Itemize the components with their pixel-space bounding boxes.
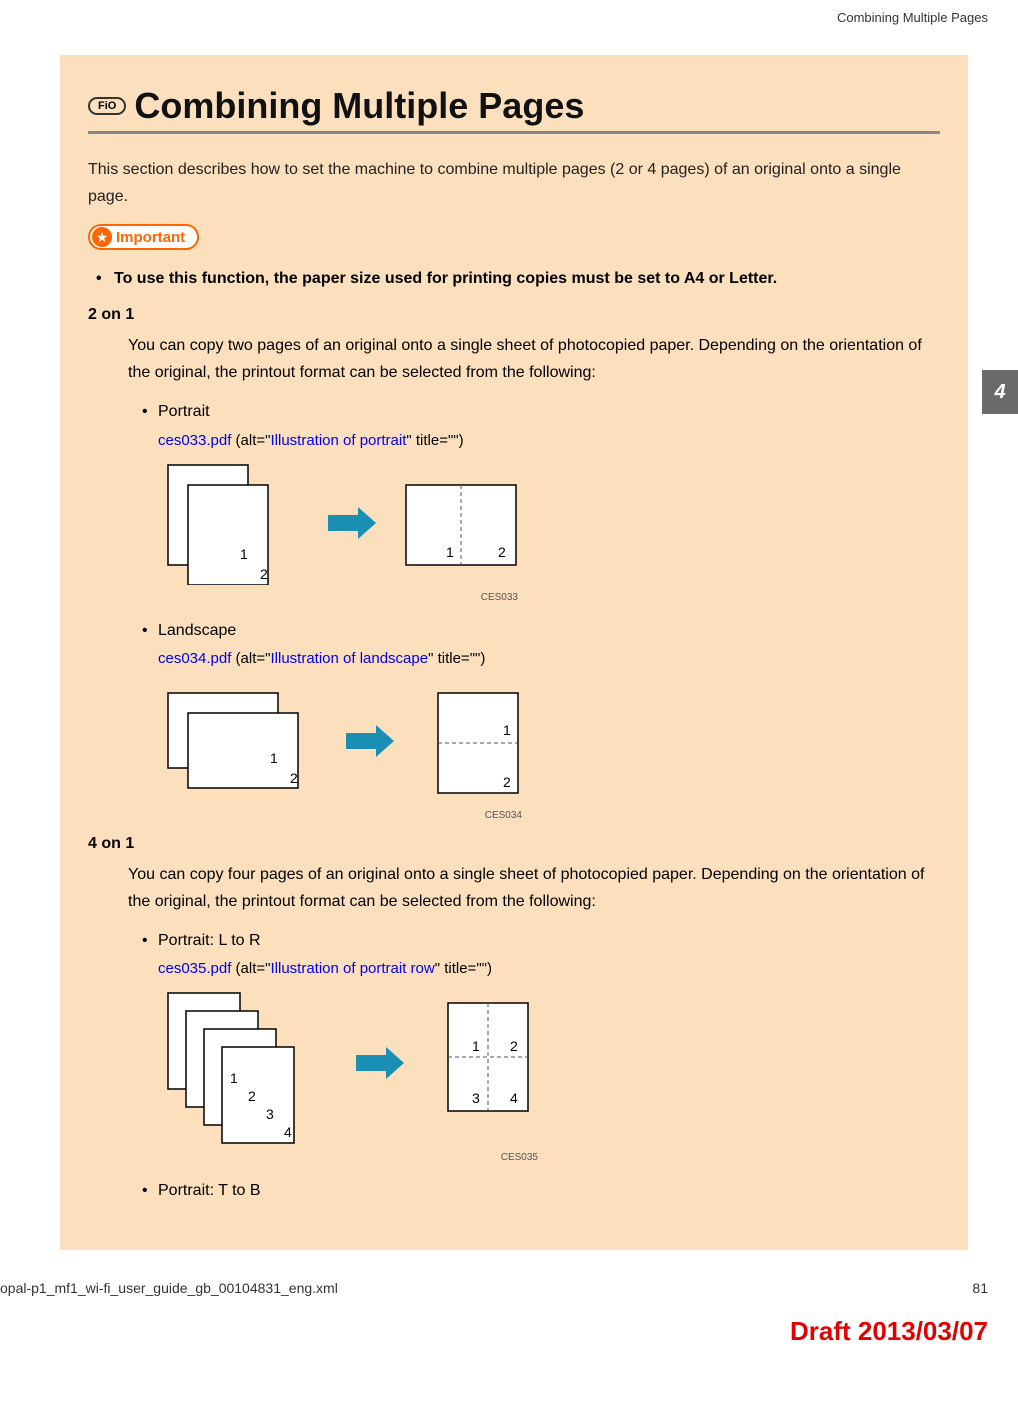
svg-text:1: 1 [446, 544, 454, 560]
svg-text:2: 2 [290, 770, 298, 786]
portrait-lr-link-line: ces035.pdf (alt="Illustration of portrai… [158, 960, 940, 977]
svg-text:3: 3 [266, 1106, 274, 1122]
running-title: Combining Multiple Pages [837, 10, 988, 25]
portrait-item: Portrait [158, 398, 940, 425]
content-box: 4 FiO Combining Multiple Pages This sect… [60, 55, 968, 1250]
important-list: To use this function, the paper size use… [88, 266, 940, 292]
svg-text:1: 1 [270, 750, 278, 766]
alt-close-3: " title="") [435, 960, 492, 977]
fio-badge: FiO [88, 97, 126, 115]
important-label: Important [116, 229, 185, 246]
landscape-list: Landscape [88, 617, 940, 644]
landscape-caption: CES034 [158, 810, 522, 821]
portrait-file-link[interactable]: ces033.pdf [158, 432, 231, 449]
landscape-link-line: ces034.pdf (alt="Illustration of landsca… [158, 650, 940, 667]
section-tab-number: 4 [994, 381, 1005, 404]
portrait-alt-link[interactable]: Illustration of portrait [270, 432, 406, 449]
four-on-one-desc: You can copy four pages of an original o… [128, 861, 940, 915]
svg-text:1: 1 [503, 722, 511, 738]
four-on-one-heading: 4 on 1 [88, 835, 940, 853]
portrait-lr-list: Portrait: L to R [88, 927, 940, 954]
svg-text:1: 1 [472, 1038, 480, 1054]
star-icon: ★ [92, 227, 112, 247]
footer-row: opal-p1_mf1_wi-fi_user_guide_gb_00104831… [0, 1270, 1018, 1306]
portrait-lr-diagram: 1 2 3 4 1 2 3 4 CES035 [158, 985, 940, 1163]
running-header: Combining Multiple Pages [0, 0, 1018, 35]
draft-stamp: Draft 2013/03/07 [0, 1306, 1018, 1377]
section-tab: 4 [982, 370, 1018, 414]
intro-paragraph: This section describes how to set the ma… [88, 156, 940, 210]
alt-open-2: (alt=" [231, 650, 270, 667]
title-underline [88, 131, 940, 134]
footer-filename: opal-p1_mf1_wi-fi_user_guide_gb_00104831… [0, 1280, 338, 1296]
svg-text:1: 1 [240, 546, 248, 562]
portrait-lr-file-link[interactable]: ces035.pdf [158, 960, 231, 977]
portrait-lr-item: Portrait: L to R [158, 927, 940, 954]
two-on-one-desc: You can copy two pages of an original on… [128, 332, 940, 386]
svg-text:4: 4 [284, 1124, 292, 1140]
alt-close-2: " title="") [428, 650, 485, 667]
important-item: To use this function, the paper size use… [114, 266, 940, 292]
title-row: FiO Combining Multiple Pages [88, 85, 940, 127]
svg-text:2: 2 [498, 544, 506, 560]
portrait-lr-svg: 1 2 3 4 1 2 3 4 [158, 985, 558, 1145]
landscape-svg: 1 2 1 2 [158, 675, 538, 803]
footer-page-number: 81 [972, 1280, 988, 1296]
two-on-one-list: Portrait [88, 398, 940, 425]
svg-text:2: 2 [260, 566, 268, 582]
alt-close: " title="") [406, 432, 463, 449]
svg-text:1: 1 [230, 1070, 238, 1086]
landscape-diagram: 1 2 1 2 CES034 [158, 675, 940, 821]
svg-text:2: 2 [510, 1038, 518, 1054]
svg-text:2: 2 [248, 1088, 256, 1104]
portrait-lr-alt-link[interactable]: Illustration of portrait row [270, 960, 434, 977]
portrait-tb-item: Portrait: T to B [158, 1177, 940, 1204]
svg-text:2: 2 [503, 774, 511, 790]
svg-text:4: 4 [510, 1090, 518, 1106]
portrait-lr-caption: CES035 [158, 1152, 538, 1163]
svg-text:3: 3 [472, 1090, 480, 1106]
draft-text: Draft 2013/03/07 [790, 1316, 988, 1346]
two-on-one-heading: 2 on 1 [88, 306, 940, 324]
landscape-alt-link[interactable]: Illustration of landscape [270, 650, 428, 667]
portrait-svg: 1 2 1 2 [158, 457, 518, 585]
portrait-tb-list: Portrait: T to B [88, 1177, 940, 1204]
portrait-diagram: 1 2 1 2 CES033 [158, 457, 940, 603]
page-title: Combining Multiple Pages [134, 85, 584, 127]
portrait-link-line: ces033.pdf (alt="Illustration of portrai… [158, 432, 940, 449]
alt-open: (alt=" [231, 432, 270, 449]
important-badge: ★ Important [88, 224, 199, 250]
landscape-item: Landscape [158, 617, 940, 644]
portrait-caption: CES033 [158, 592, 518, 603]
alt-open-3: (alt=" [231, 960, 270, 977]
landscape-file-link[interactable]: ces034.pdf [158, 650, 231, 667]
